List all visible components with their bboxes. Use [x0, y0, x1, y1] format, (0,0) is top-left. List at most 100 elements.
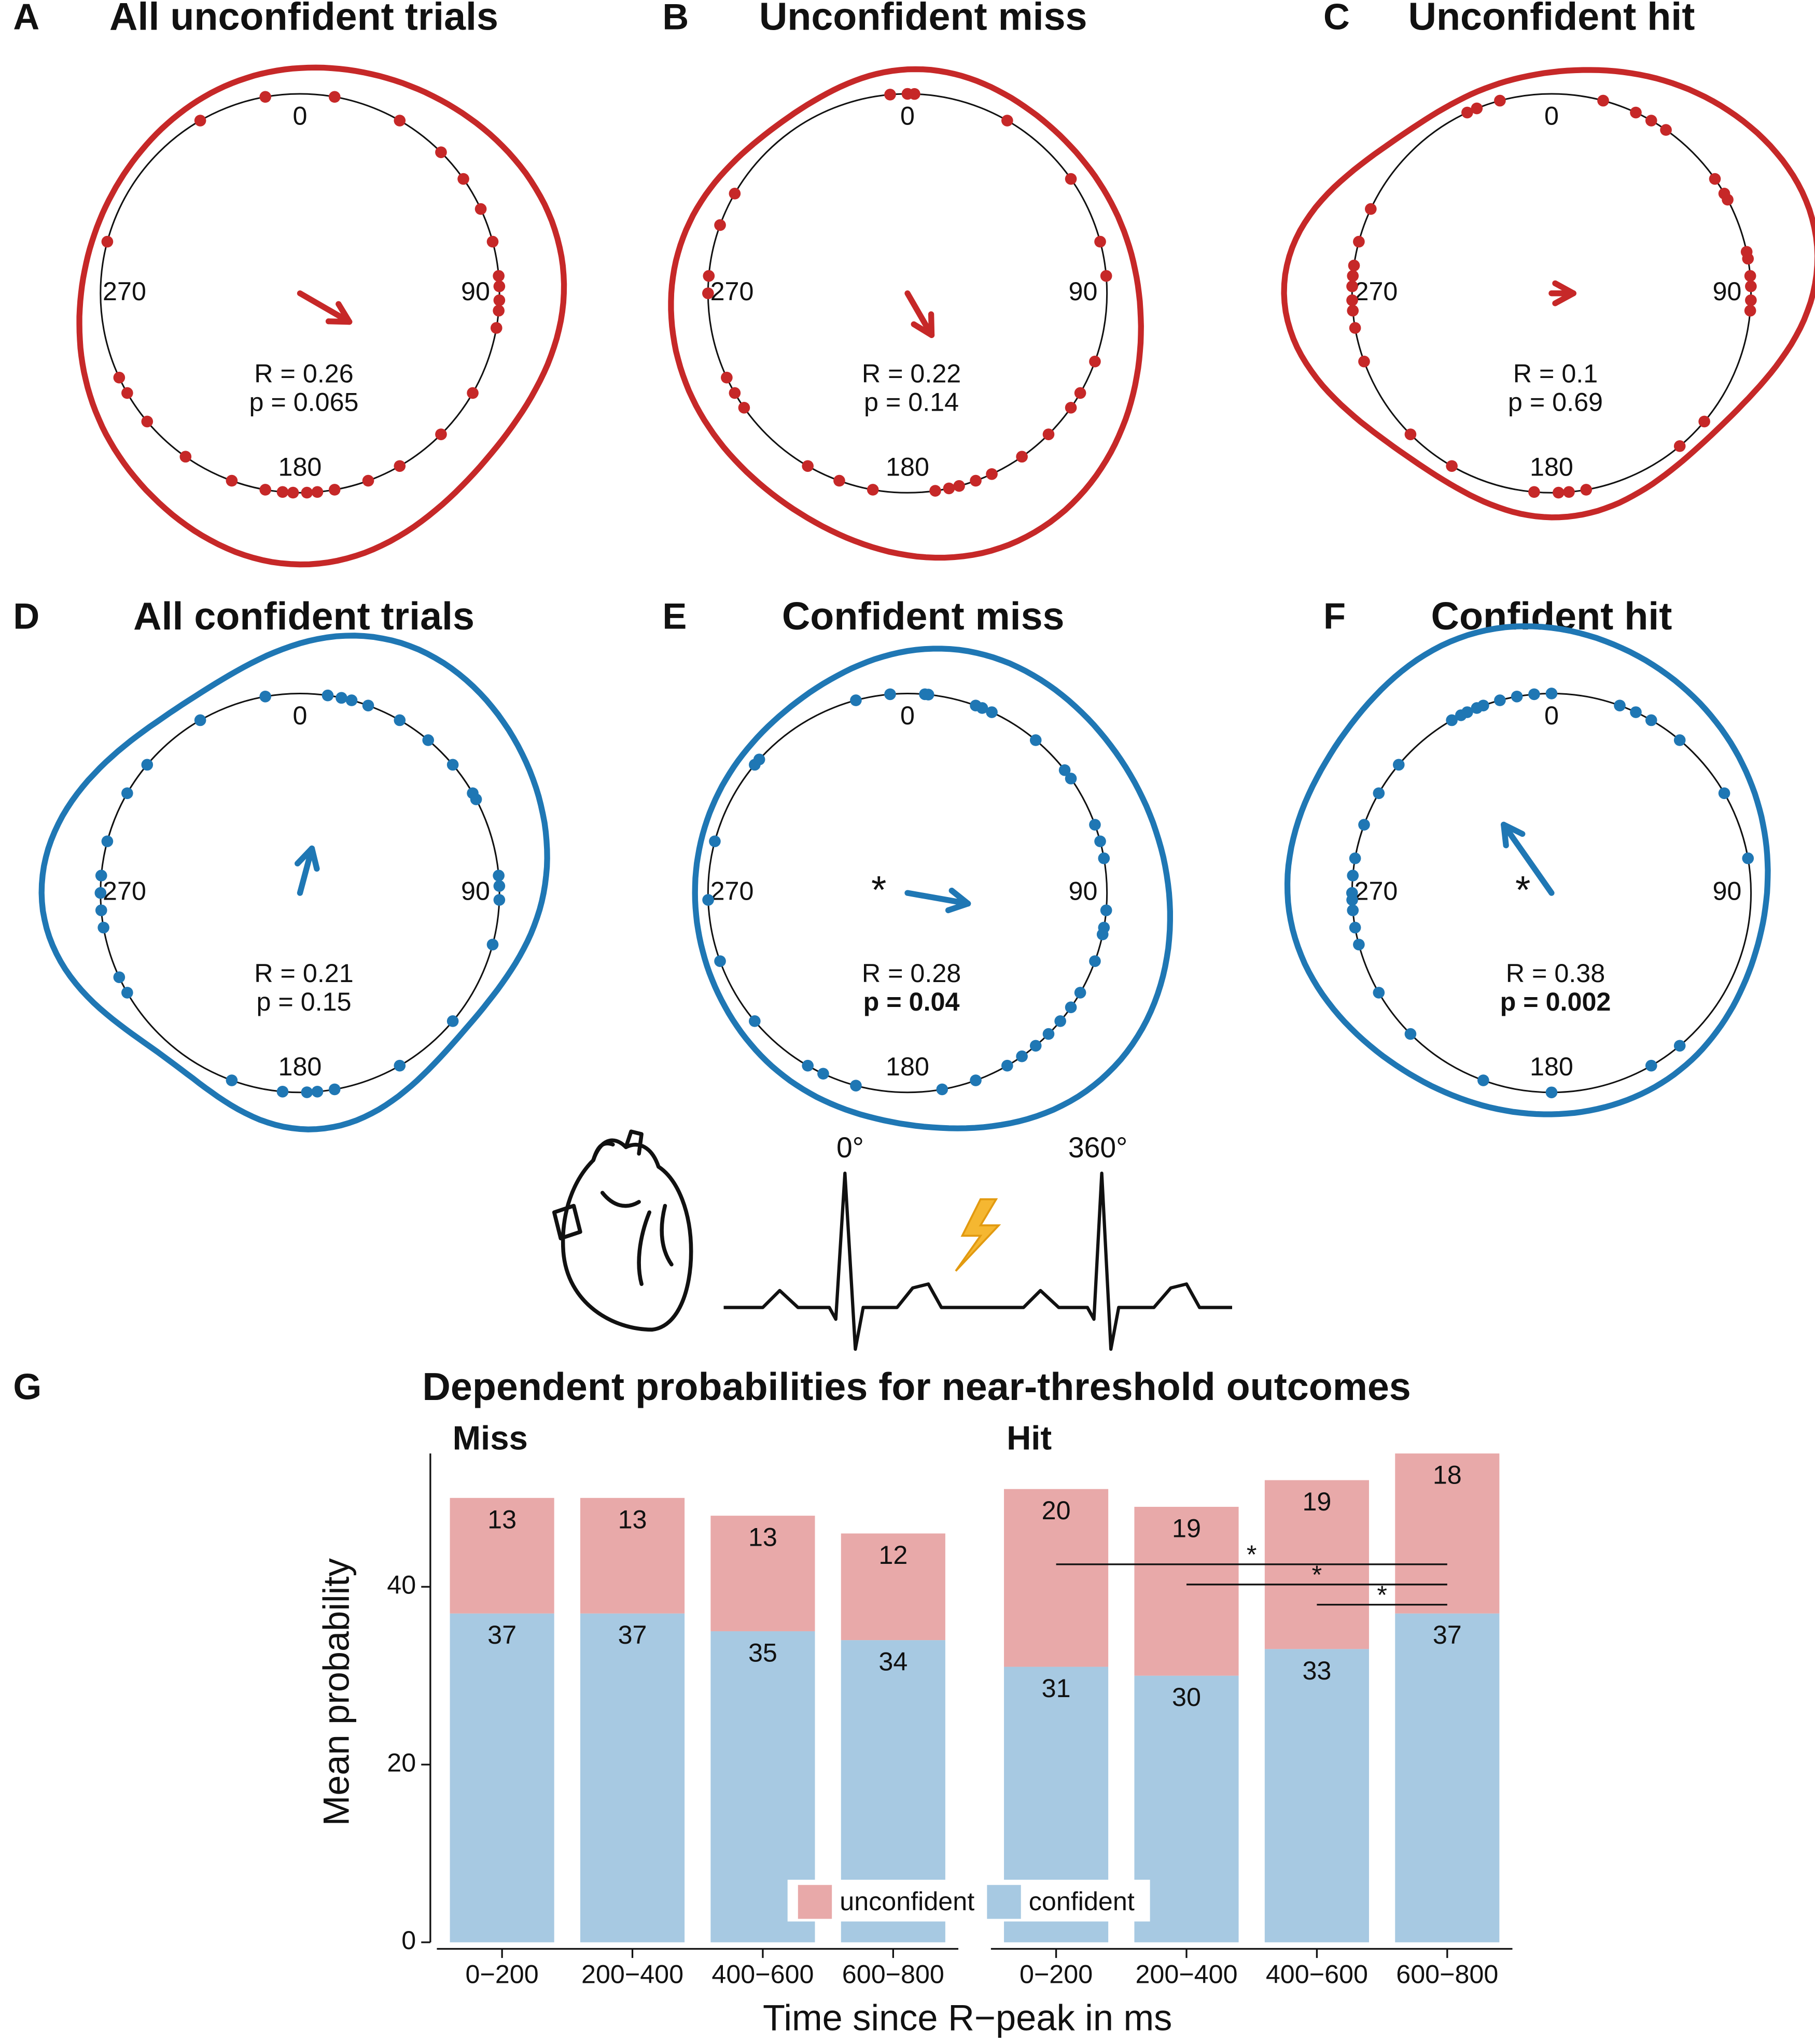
- trial-dot: [95, 870, 107, 881]
- trial-dot: [976, 702, 988, 714]
- trial-dot: [867, 484, 879, 496]
- stat-p: p = 0.04: [863, 987, 960, 1016]
- trial-dot: [493, 280, 506, 292]
- trial-dot: [394, 714, 406, 726]
- trial-dot: [833, 474, 845, 487]
- x-tick-label: 0−200: [466, 1959, 539, 1989]
- trial-dot: [1722, 193, 1734, 206]
- trial-dot: [493, 304, 505, 317]
- bar-label: 19: [1172, 1514, 1201, 1543]
- angle-label: 0: [900, 101, 915, 130]
- trial-dot: [141, 759, 153, 771]
- bar-label: 18: [1433, 1460, 1462, 1490]
- x-tick-label: 0−200: [1020, 1959, 1093, 1989]
- trial-dot: [1042, 428, 1055, 440]
- trial-dot: [301, 486, 313, 499]
- bar-segment: [1264, 1649, 1369, 1942]
- trial-dot: [1100, 904, 1112, 916]
- trial-dot: [1673, 1040, 1686, 1052]
- trial-dot: [467, 387, 479, 399]
- trial-dot: [1089, 955, 1101, 967]
- facet-label: Miss: [453, 1419, 528, 1457]
- trial-dot: [753, 753, 765, 766]
- trial-dot: [1347, 870, 1359, 881]
- angle-label: 270: [1355, 876, 1398, 905]
- panel-title: Unconfident miss: [759, 0, 1087, 38]
- trial-dot: [493, 894, 506, 906]
- bar-label: 31: [1042, 1673, 1071, 1703]
- trial-dot: [490, 322, 502, 334]
- trial-dot: [1709, 173, 1721, 185]
- trial-dot: [1065, 1001, 1077, 1014]
- trial-dot: [141, 415, 153, 428]
- trial-dot: [1597, 94, 1609, 107]
- angle-label: 0: [1544, 101, 1559, 130]
- stat-r: R = 0.28: [862, 958, 961, 988]
- trial-dot: [884, 688, 896, 701]
- trial-dot: [328, 1083, 341, 1096]
- trial-dot: [1100, 270, 1112, 282]
- stat-p: p = 0.15: [256, 987, 351, 1016]
- trial-dot: [1645, 115, 1657, 127]
- y-tick-label: 40: [387, 1570, 416, 1600]
- trial-dot: [884, 89, 896, 101]
- trial-dot: [929, 485, 941, 497]
- trial-dot: [1404, 1028, 1417, 1040]
- trial-dot: [802, 460, 814, 472]
- trial-dot: [121, 387, 133, 399]
- trial-dot: [336, 692, 347, 704]
- trial-dot: [1477, 699, 1489, 711]
- trial-dot: [259, 690, 271, 703]
- trial-dot: [802, 1059, 814, 1072]
- significance-star: *: [1515, 868, 1530, 912]
- angle-label: 180: [278, 452, 322, 481]
- trial-dot: [1718, 787, 1730, 800]
- trial-dot: [1346, 294, 1358, 306]
- angle-label: 90: [1069, 876, 1098, 905]
- trial-dot: [1348, 259, 1360, 272]
- trial-dot: [738, 401, 750, 414]
- significance-star: *: [1247, 1539, 1257, 1569]
- trial-dot: [953, 480, 965, 492]
- trial-dot: [1744, 304, 1756, 317]
- density-outline: [692, 646, 1173, 1131]
- density-outline: [668, 66, 1144, 561]
- ecg-label: 0°: [836, 1131, 864, 1164]
- panel-letter: D: [13, 596, 39, 637]
- trial-dot: [721, 371, 733, 384]
- angle-label: 270: [1355, 276, 1398, 306]
- trial-dot: [817, 1068, 829, 1080]
- trial-dot: [435, 146, 447, 158]
- trial-dot: [850, 694, 862, 706]
- trial-dot: [729, 387, 741, 399]
- angle-label: 0: [292, 701, 307, 730]
- angle-label: 90: [461, 876, 490, 905]
- arrow-head: [295, 845, 320, 872]
- panel-letter: E: [662, 596, 687, 637]
- stat-r: R = 0.22: [862, 358, 961, 388]
- trial-dot: [1742, 253, 1754, 265]
- bar-segment: [1004, 1489, 1109, 1667]
- x-tick-label: 400−600: [1266, 1959, 1368, 1989]
- trial-dot: [457, 173, 469, 185]
- bar-segment: [450, 1497, 554, 1614]
- stat-r: R = 0.1: [1513, 358, 1598, 388]
- trial-dot: [1016, 451, 1028, 463]
- y-tick-label: 0: [401, 1925, 416, 1955]
- trial-dot: [328, 91, 341, 103]
- trial-dot: [714, 955, 726, 967]
- trial-dot: [714, 219, 726, 231]
- trial-dot: [1089, 355, 1101, 368]
- polar-circle: [1351, 93, 1752, 494]
- trial-dot: [1745, 280, 1757, 292]
- arrow-shaft: [1501, 821, 1555, 896]
- trial-dot: [101, 835, 114, 847]
- bar-label: 34: [878, 1647, 908, 1676]
- bar-segment: [841, 1533, 945, 1641]
- trial-dot: [1373, 987, 1385, 999]
- x-tick-label: 200−400: [1135, 1959, 1237, 1989]
- angle-label: 90: [1712, 876, 1741, 905]
- angle-label: 90: [461, 276, 490, 306]
- stat-p: p = 0.065: [249, 387, 358, 417]
- x-tick-label: 600−800: [1396, 1959, 1498, 1989]
